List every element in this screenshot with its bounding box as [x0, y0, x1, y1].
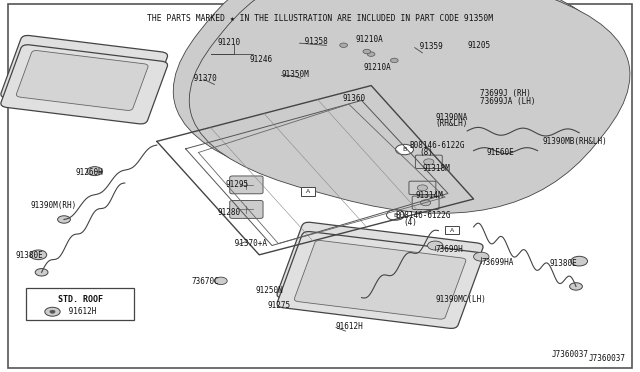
Circle shape	[58, 216, 70, 223]
Circle shape	[363, 49, 371, 54]
Bar	[445, 226, 459, 234]
FancyBboxPatch shape	[358, 45, 408, 70]
FancyBboxPatch shape	[277, 222, 483, 319]
Text: A: A	[306, 189, 310, 194]
Text: (4): (4)	[403, 218, 417, 227]
Text: 73699J (RH): 73699J (RH)	[480, 89, 531, 98]
Circle shape	[355, 294, 368, 301]
FancyBboxPatch shape	[230, 201, 263, 218]
Text: 73699JA (LH): 73699JA (LH)	[480, 97, 536, 106]
Circle shape	[474, 252, 489, 261]
FancyBboxPatch shape	[415, 155, 442, 169]
Text: B08146-6122G: B08146-6122G	[396, 211, 451, 220]
Text: 91275: 91275	[268, 301, 291, 310]
FancyBboxPatch shape	[17, 51, 148, 110]
Text: 91350M: 91350M	[282, 70, 309, 79]
Circle shape	[396, 144, 413, 155]
Text: 91246: 91246	[250, 55, 273, 64]
Text: (RH&LH): (RH&LH)	[435, 119, 468, 128]
Text: 91280: 91280	[218, 208, 241, 217]
Circle shape	[340, 43, 348, 48]
Circle shape	[87, 167, 102, 176]
Circle shape	[570, 283, 582, 290]
FancyBboxPatch shape	[1, 45, 168, 124]
Text: B: B	[403, 147, 406, 152]
Text: 91210A: 91210A	[355, 35, 383, 44]
Text: 91390MB(RH&LH): 91390MB(RH&LH)	[543, 137, 607, 146]
Circle shape	[424, 159, 434, 165]
Text: 73670C: 73670C	[192, 278, 220, 286]
Text: B08146-6122G: B08146-6122G	[410, 141, 465, 150]
Text: 91318M: 91318M	[422, 164, 450, 173]
Circle shape	[30, 250, 47, 260]
FancyBboxPatch shape	[173, 0, 614, 204]
FancyBboxPatch shape	[294, 240, 466, 319]
Circle shape	[390, 58, 398, 62]
Circle shape	[428, 241, 443, 250]
FancyBboxPatch shape	[1, 35, 168, 115]
Text: 91390M(RH): 91390M(RH)	[31, 201, 77, 210]
Text: A: A	[450, 228, 454, 233]
Text: 91612H: 91612H	[336, 322, 364, 331]
FancyBboxPatch shape	[189, 0, 630, 214]
FancyBboxPatch shape	[330, 36, 380, 61]
Text: (8): (8)	[419, 148, 433, 157]
Text: 91380E: 91380E	[16, 251, 44, 260]
Text: 91358: 91358	[300, 37, 327, 46]
Circle shape	[45, 307, 60, 316]
Circle shape	[417, 185, 428, 191]
Text: STD. ROOF: STD. ROOF	[58, 295, 102, 304]
Bar	[301, 187, 315, 196]
Text: 91250N: 91250N	[256, 286, 284, 295]
Text: 91260H: 91260H	[76, 169, 103, 177]
Text: 91370: 91370	[189, 74, 216, 83]
Text: 73699HA: 73699HA	[481, 258, 514, 267]
FancyBboxPatch shape	[412, 196, 439, 209]
Text: 91360: 91360	[342, 94, 365, 103]
Text: 73699H: 73699H	[435, 245, 463, 254]
Circle shape	[387, 210, 404, 220]
FancyBboxPatch shape	[230, 176, 263, 194]
Text: 91E60E: 91E60E	[486, 148, 514, 157]
Circle shape	[50, 310, 55, 313]
Text: J7360037: J7360037	[552, 350, 589, 359]
Text: J7360037: J7360037	[589, 354, 626, 363]
Text: 91390NA: 91390NA	[435, 113, 468, 122]
Text: B: B	[394, 212, 397, 218]
Text: 91370+A: 91370+A	[230, 239, 268, 248]
Circle shape	[367, 52, 375, 57]
Text: 91314M: 91314M	[416, 191, 444, 200]
Text: 91390MC(LH): 91390MC(LH)	[435, 295, 486, 304]
FancyBboxPatch shape	[277, 231, 483, 328]
Text: THE PARTS MARKED ★ IN THE ILLUSTRATION ARE INCLUDED IN PART CODE 91350M: THE PARTS MARKED ★ IN THE ILLUSTRATION A…	[147, 14, 493, 23]
Circle shape	[571, 256, 588, 266]
FancyBboxPatch shape	[409, 181, 436, 195]
Text: 91295: 91295	[226, 180, 249, 189]
Text: 91210A: 91210A	[364, 63, 391, 72]
Text: 91210: 91210	[218, 38, 241, 47]
Circle shape	[420, 200, 431, 206]
Circle shape	[214, 277, 227, 285]
Text: 91359: 91359	[415, 42, 442, 51]
Text: 91380E: 91380E	[549, 259, 577, 268]
Bar	[26, 288, 134, 320]
Text: 91612H: 91612H	[64, 307, 97, 316]
Text: 91205: 91205	[467, 41, 490, 50]
Circle shape	[35, 269, 48, 276]
